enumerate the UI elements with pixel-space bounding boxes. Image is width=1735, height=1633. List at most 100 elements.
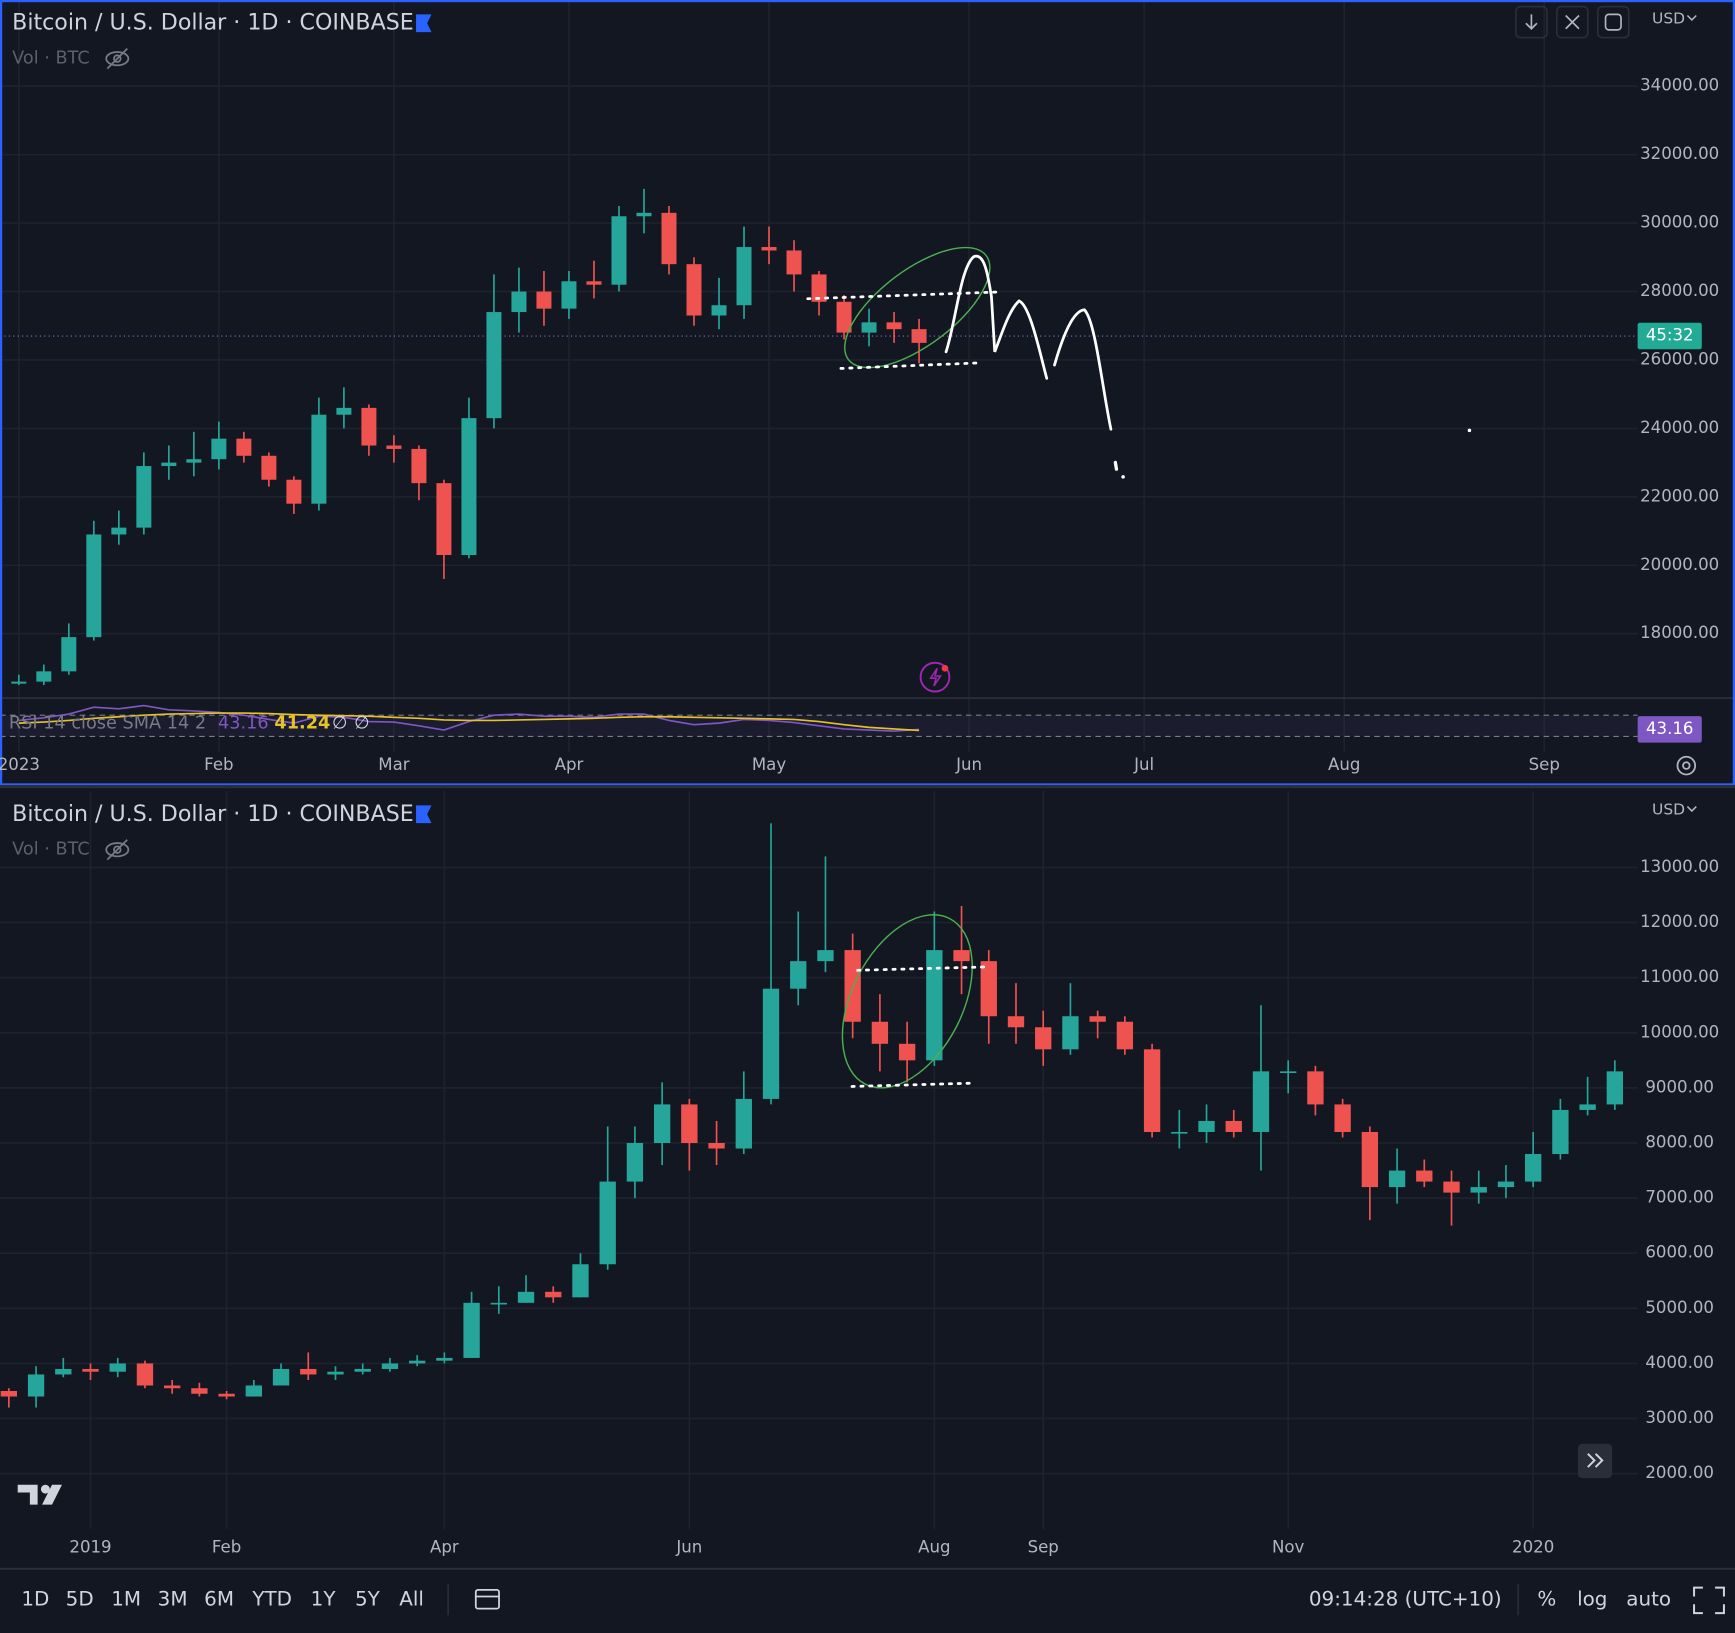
candle-body	[1307, 1071, 1324, 1105]
candle-body	[361, 407, 377, 446]
y-tick-label: 10000.00	[1640, 1022, 1719, 1041]
x-tick-label: Jul	[1133, 755, 1154, 774]
scale-option[interactable]: auto	[1626, 1587, 1671, 1610]
interval-button[interactable]: All	[399, 1587, 424, 1610]
candle-body	[1361, 1131, 1379, 1188]
interval-button[interactable]: 1M	[111, 1587, 141, 1610]
candle-body	[1606, 1071, 1623, 1105]
countdown: 45:32	[1646, 326, 1694, 345]
scale-option[interactable]: log	[1577, 1587, 1607, 1610]
rsi-badge	[1637, 716, 1702, 743]
candle-body	[626, 1142, 644, 1182]
indicator-name: RSI 14 close SMA 14 2	[9, 714, 206, 734]
candle-body	[211, 438, 227, 460]
candle-body	[911, 329, 927, 343]
candle-body	[300, 1368, 317, 1375]
alert-icon[interactable]	[919, 661, 951, 693]
y-tick-label: 32000.00	[1640, 144, 1719, 163]
chart-subtitle: Vol · BTC	[12, 840, 90, 860]
y-tick-label: 8000.00	[1645, 1132, 1714, 1151]
chevron[interactable]	[1686, 805, 1697, 813]
y-tick-label: 3000.00	[1645, 1408, 1714, 1427]
flag-icon	[416, 805, 432, 824]
y-tick-label: 20000.00	[1640, 555, 1719, 574]
chart-title: Bitcoin / U.S. Dollar · 1D · COINBASE	[12, 10, 414, 36]
settings-icon[interactable]	[1676, 755, 1697, 776]
candle-body	[1497, 1181, 1515, 1188]
scale-option[interactable]: %	[1537, 1587, 1556, 1610]
date-range-icon[interactable]	[474, 1588, 500, 1610]
candle-body	[1035, 1027, 1052, 1050]
chevron[interactable]	[1686, 14, 1697, 22]
freehand-drawing	[1121, 475, 1125, 479]
candle-body	[561, 281, 577, 309]
empty-value: ∅	[354, 714, 369, 734]
fullscreen-icon[interactable]	[1693, 1586, 1725, 1615]
sma-value: 41.24	[274, 714, 330, 734]
candle-body	[1198, 1120, 1215, 1132]
interval-button[interactable]: 1Y	[311, 1587, 337, 1610]
candle-body	[272, 1368, 290, 1386]
y-tick-label: 26000.00	[1640, 349, 1719, 368]
y-tick-label: 6000.00	[1645, 1243, 1714, 1262]
candle-body	[1143, 1049, 1161, 1132]
chart-layer	[0, 0, 1735, 1530]
candle-body	[36, 671, 52, 682]
candle-body	[1443, 1181, 1460, 1193]
interval-button[interactable]: YTD	[251, 1587, 292, 1610]
y-tick-label: 4000.00	[1645, 1353, 1714, 1372]
y-tick-label: 9000.00	[1645, 1077, 1714, 1096]
eye-off-icon[interactable]	[105, 839, 130, 861]
x-tick-label: Aug	[918, 1537, 950, 1556]
interval-button[interactable]: 5D	[66, 1587, 94, 1610]
candle-body	[1089, 1016, 1106, 1022]
currency[interactable]: USD	[1652, 9, 1685, 27]
candle-body	[0, 1391, 18, 1397]
x-tick-label: Aug	[1328, 755, 1360, 774]
candle-body	[11, 681, 27, 684]
x-tick-label: Mar	[378, 755, 409, 774]
candle-body	[898, 1043, 916, 1061]
candle-body	[871, 1021, 889, 1044]
interval-button[interactable]: 5Y	[355, 1587, 381, 1610]
candle-body	[286, 479, 302, 504]
candle-body	[736, 247, 752, 306]
y-tick-label: 22000.00	[1640, 486, 1719, 505]
interval-button[interactable]: 6M	[204, 1587, 234, 1610]
candle-body	[164, 1385, 181, 1389]
candle-body	[762, 988, 780, 1099]
x-tick-label: Feb	[204, 755, 233, 774]
candle-body	[161, 462, 177, 467]
x-tick-label: Apr	[430, 1537, 459, 1556]
currency[interactable]: USD	[1652, 800, 1685, 818]
candle-body	[236, 438, 252, 456]
flag-icon	[416, 14, 432, 33]
interval-button[interactable]: 1D	[21, 1587, 49, 1610]
freehand-drawing	[944, 254, 1113, 431]
candle-body	[686, 264, 702, 316]
candle-body	[408, 1360, 426, 1364]
clock: 09:14:28 (UTC+10)	[1309, 1587, 1502, 1610]
candle-body	[490, 1302, 507, 1305]
logo[interactable]	[17, 1484, 62, 1505]
interval-button[interactable]: 3M	[158, 1587, 188, 1610]
candle-body	[599, 1181, 616, 1265]
y-tick-label: 24000.00	[1640, 418, 1719, 437]
candle-body	[354, 1368, 371, 1372]
candle-body	[191, 1388, 208, 1394]
logo	[40, 1484, 50, 1494]
candle-body	[711, 305, 727, 316]
candle-body	[708, 1142, 725, 1149]
y-tick-label: 7000.00	[1645, 1188, 1714, 1207]
chart-buttons[interactable]	[1515, 5, 1630, 39]
candle-body	[790, 961, 807, 989]
x-tick-label: Apr	[555, 755, 584, 774]
candle-body	[836, 301, 852, 333]
x-tick-label: Nov	[1272, 1537, 1305, 1556]
eye-off-icon[interactable]	[105, 48, 130, 70]
candle-body	[661, 212, 677, 265]
candle-body	[572, 1264, 589, 1298]
freehand-drawing	[1467, 428, 1472, 433]
